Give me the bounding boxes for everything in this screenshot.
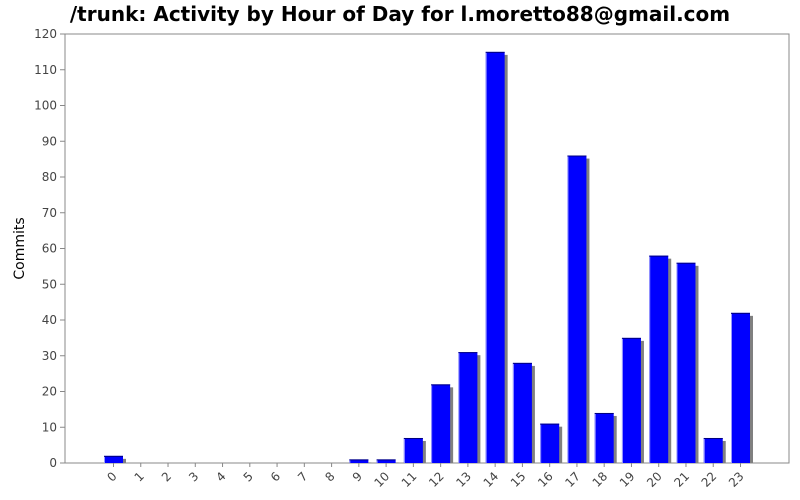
x-tick-label: 10 [372, 469, 393, 490]
bar [703, 437, 723, 463]
bar [731, 312, 750, 463]
bar [458, 352, 478, 463]
bar [349, 459, 369, 463]
bar [567, 155, 587, 464]
bar [431, 384, 451, 463]
y-tick-label: 40 [42, 313, 57, 327]
x-tick-label: 23 [726, 469, 747, 490]
y-tick-label: 110 [34, 63, 57, 77]
y-tick-label: 10 [42, 420, 57, 434]
bar [676, 262, 696, 463]
x-tick-label: 22 [699, 469, 720, 490]
x-tick-label: 13 [453, 469, 474, 490]
y-tick-label: 30 [42, 349, 57, 363]
chart-title: /trunk: Activity by Hour of Day for l.mo… [69, 2, 731, 26]
x-tick-label: 8 [322, 469, 337, 484]
x-tick-label: 0 [104, 469, 119, 484]
x-tick-label: 9 [350, 469, 365, 484]
x-tick-label: 16 [535, 469, 556, 490]
x-tick-label: 6 [268, 469, 283, 484]
x-tick-label: 7 [295, 469, 310, 484]
y-tick-label: 120 [34, 27, 57, 41]
x-tick-label: 19 [617, 469, 638, 490]
x-tick-label: 18 [590, 469, 611, 490]
y-tick-label: 90 [42, 134, 57, 148]
bar [621, 337, 641, 463]
y-axis-ticks: 0 10 20 30 40 50 60 70 80 90 100 110 120 [34, 27, 65, 470]
x-tick-label: 5 [241, 469, 256, 484]
x-axis-ticks: 0 1 2 3 4 5 6 7 8 9 10 11 12 13 14 15 16 17 18 19 20 21 22 23 [104, 463, 747, 490]
x-tick-label: 20 [644, 469, 665, 490]
bar [485, 51, 505, 463]
x-tick-label: 15 [508, 469, 529, 490]
bars [104, 51, 753, 464]
y-tick-label: 60 [42, 242, 57, 256]
x-tick-label: 3 [186, 469, 201, 484]
x-tick-label: 14 [481, 469, 502, 490]
bar [376, 459, 396, 463]
bar [540, 423, 560, 463]
y-tick-label: 80 [42, 170, 57, 184]
x-tick-label: 2 [159, 469, 174, 484]
x-tick-label: 4 [213, 469, 228, 484]
x-tick-label: 12 [426, 469, 447, 490]
bar [649, 255, 669, 463]
bar [512, 362, 532, 463]
y-axis-label: Commits [12, 217, 28, 279]
y-tick-label: 70 [42, 206, 57, 220]
x-tick-label: 17 [562, 469, 583, 490]
y-tick-label: 0 [49, 456, 57, 470]
bar [403, 437, 423, 463]
x-tick-label: 21 [671, 469, 692, 490]
y-tick-label: 50 [42, 277, 57, 291]
bar [594, 412, 614, 463]
y-tick-label: 100 [34, 99, 57, 113]
bar [104, 455, 123, 463]
x-tick-label: 11 [399, 469, 420, 490]
y-tick-label: 20 [42, 385, 57, 399]
x-tick-label: 1 [132, 469, 147, 484]
